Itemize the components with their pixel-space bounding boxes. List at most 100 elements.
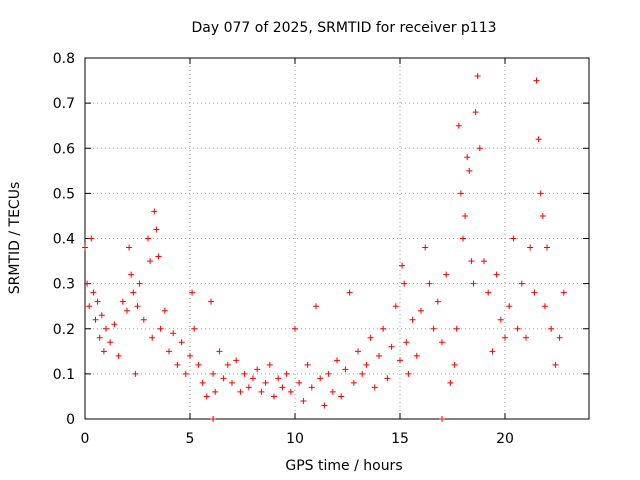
data-point bbox=[82, 244, 88, 251]
data-point bbox=[111, 321, 118, 328]
data-point bbox=[430, 325, 437, 332]
data-point bbox=[397, 357, 403, 364]
data-point bbox=[321, 402, 328, 409]
data-point bbox=[409, 316, 416, 323]
data-point bbox=[254, 366, 261, 373]
data-point bbox=[413, 352, 420, 359]
data-point bbox=[103, 325, 109, 332]
data-point bbox=[541, 303, 548, 310]
data-point bbox=[468, 258, 475, 265]
y-axis-label: SRMTID / TECUs bbox=[7, 182, 23, 295]
data-point bbox=[96, 334, 103, 341]
data-point bbox=[493, 271, 500, 278]
data-point bbox=[472, 109, 479, 116]
data-point bbox=[313, 303, 319, 310]
gridlines bbox=[85, 58, 589, 419]
data-point bbox=[92, 316, 99, 323]
data-point bbox=[376, 352, 382, 359]
data-point bbox=[178, 339, 185, 346]
y-tick-label: 0 bbox=[66, 412, 75, 428]
data-point bbox=[466, 167, 473, 174]
y-tick-label: 0.8 bbox=[53, 51, 75, 67]
data-point bbox=[182, 370, 189, 377]
data-point bbox=[453, 325, 460, 332]
data-point bbox=[155, 253, 162, 260]
data-point bbox=[279, 384, 286, 391]
data-point bbox=[447, 379, 454, 386]
data-point bbox=[355, 348, 361, 355]
data-point bbox=[216, 348, 223, 355]
data-point bbox=[535, 136, 542, 143]
y-tick-label: 0.3 bbox=[53, 277, 75, 293]
y-tick-label: 0.2 bbox=[53, 322, 75, 338]
data-point bbox=[399, 262, 406, 269]
data-point bbox=[115, 352, 122, 359]
data-point bbox=[241, 370, 248, 377]
data-point bbox=[94, 298, 101, 305]
data-point bbox=[237, 388, 244, 395]
x-tick-label: 20 bbox=[496, 431, 514, 447]
data-point bbox=[514, 325, 521, 332]
data-point bbox=[187, 352, 193, 359]
data-point bbox=[210, 370, 217, 377]
data-point bbox=[212, 388, 219, 395]
data-point bbox=[325, 370, 332, 377]
data-point bbox=[149, 334, 156, 341]
data-point bbox=[136, 280, 143, 287]
data-point bbox=[86, 303, 93, 310]
data-point bbox=[359, 370, 366, 377]
data-point bbox=[84, 280, 91, 287]
data-point bbox=[233, 357, 240, 364]
data-point bbox=[403, 339, 410, 346]
data-point bbox=[151, 208, 158, 215]
data-point bbox=[317, 375, 324, 382]
data-point bbox=[283, 370, 290, 377]
data-point bbox=[250, 375, 256, 382]
data-point bbox=[220, 375, 227, 382]
data-point bbox=[157, 325, 164, 332]
data-point bbox=[296, 379, 303, 386]
data-point bbox=[439, 339, 445, 346]
data-point bbox=[485, 289, 492, 296]
data-point bbox=[271, 393, 277, 400]
data-point bbox=[170, 330, 177, 337]
data-point bbox=[245, 384, 252, 391]
data-point bbox=[124, 307, 130, 314]
data-point bbox=[367, 334, 374, 341]
data-point bbox=[161, 307, 168, 314]
data-point bbox=[539, 212, 546, 219]
data-point bbox=[518, 280, 525, 287]
data-point bbox=[128, 271, 135, 278]
data-point bbox=[405, 370, 412, 377]
data-point bbox=[506, 303, 513, 310]
data-point bbox=[392, 303, 399, 310]
data-points bbox=[82, 73, 567, 422]
data-point bbox=[502, 334, 508, 341]
data-point bbox=[275, 375, 282, 382]
data-point bbox=[166, 348, 172, 355]
data-point bbox=[533, 77, 540, 84]
data-point bbox=[527, 244, 534, 251]
x-tick-label: 10 bbox=[286, 431, 304, 447]
data-point bbox=[384, 375, 391, 382]
data-point bbox=[346, 289, 353, 296]
data-point bbox=[371, 384, 378, 391]
data-point bbox=[510, 235, 517, 242]
data-point bbox=[258, 388, 265, 395]
data-point bbox=[455, 122, 462, 129]
data-point bbox=[380, 325, 387, 332]
data-point bbox=[134, 303, 141, 310]
data-point bbox=[153, 226, 160, 233]
data-point bbox=[195, 361, 202, 368]
axis-ticks: 0 5 10 15 20 0 0.1 0.2 0.3 0.4 0.5 0.6 0.7 0.8 bbox=[53, 51, 589, 447]
data-point bbox=[342, 366, 349, 373]
data-point bbox=[460, 235, 466, 242]
data-point bbox=[531, 289, 538, 296]
data-point bbox=[224, 361, 231, 368]
data-point bbox=[100, 348, 107, 355]
data-point bbox=[462, 212, 469, 219]
y-tick-label: 0.5 bbox=[53, 186, 75, 202]
data-point bbox=[119, 298, 126, 305]
data-point bbox=[560, 289, 567, 296]
